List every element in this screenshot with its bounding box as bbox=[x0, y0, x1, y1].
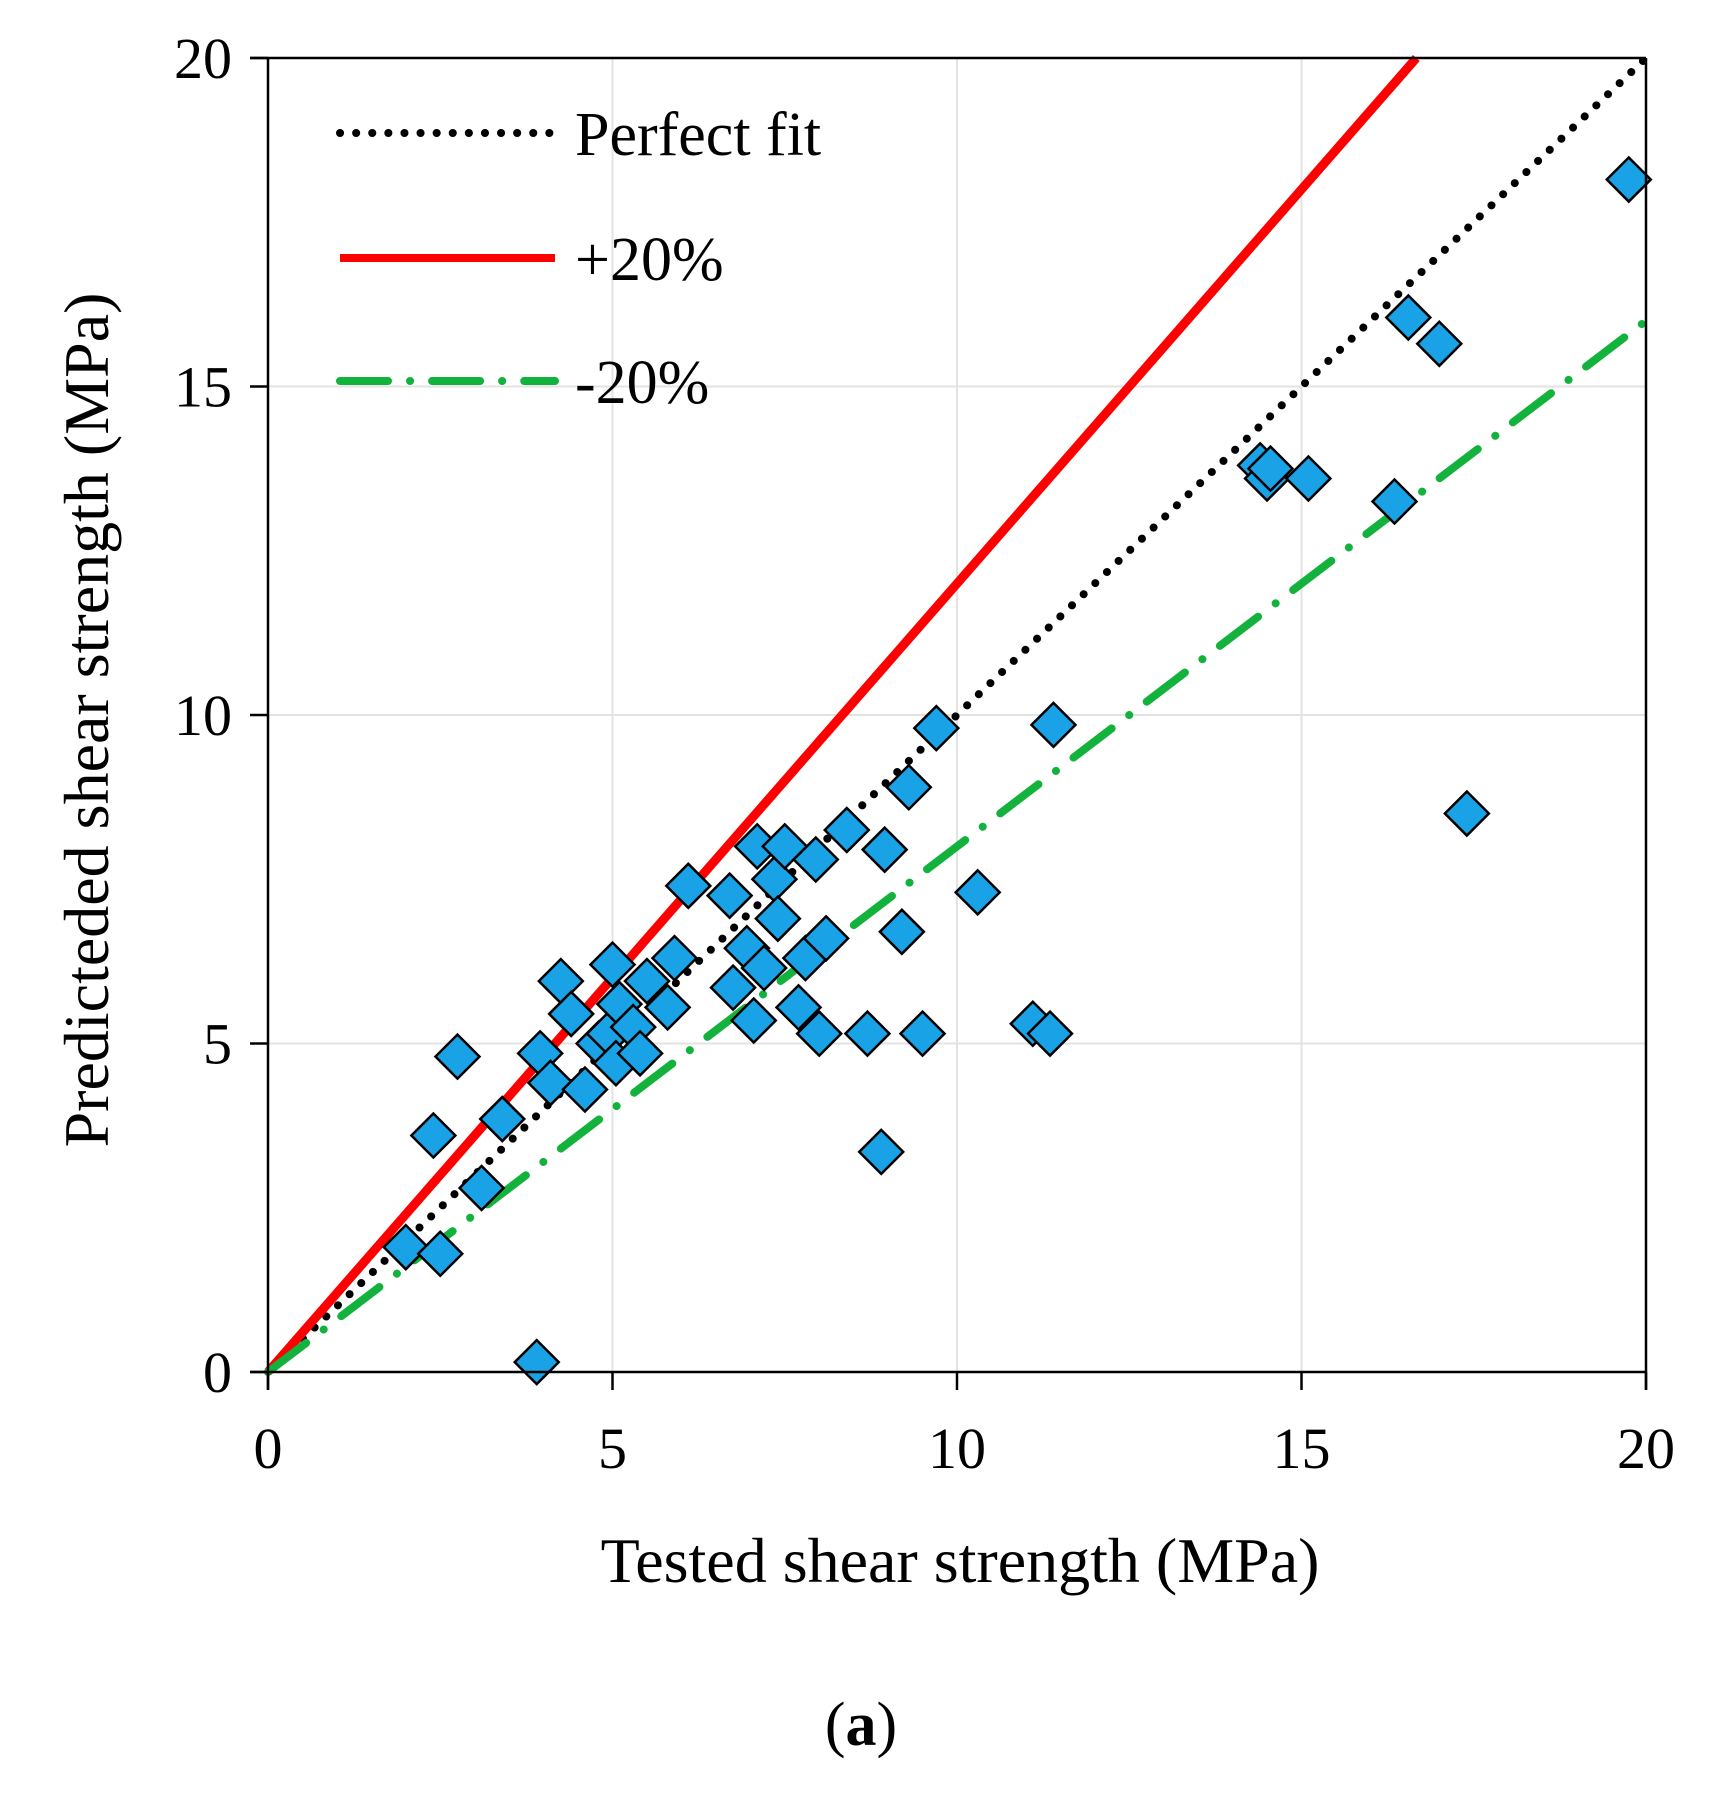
reference-line-0 bbox=[264, 54, 1650, 1376]
data-point-55 bbox=[1415, 320, 1464, 368]
data-point-42 bbox=[885, 763, 933, 812]
caption-close: ) bbox=[876, 1691, 898, 1759]
tick-labels: 0 5 10 15 20 0 5 10 15 20 bbox=[174, 26, 1675, 1481]
data-point-30 bbox=[754, 894, 802, 943]
data-point-44 bbox=[912, 704, 961, 752]
data-point-3 bbox=[433, 1032, 482, 1081]
data-point-6 bbox=[512, 1338, 561, 1386]
data-point-1 bbox=[409, 1111, 458, 1160]
data-point-10 bbox=[547, 990, 595, 1038]
x-axis-title: Tested shear strength (MPa) bbox=[601, 1525, 1320, 1596]
axes bbox=[250, 56, 1648, 1390]
data-point-21 bbox=[650, 934, 699, 982]
data-points bbox=[382, 155, 1653, 1386]
data-point-43 bbox=[898, 1009, 947, 1058]
data-point-20 bbox=[643, 983, 692, 1032]
legend-label-plus-20: +20% bbox=[575, 226, 724, 294]
data-point-32 bbox=[774, 983, 823, 1032]
data-point-28 bbox=[740, 944, 788, 992]
y-tick-label-3: 15 bbox=[174, 355, 232, 420]
y-tick-label-1: 5 bbox=[203, 1012, 232, 1077]
y-tick-label-0: 0 bbox=[203, 1340, 232, 1405]
legend-label-minus-20: -20% bbox=[575, 349, 709, 417]
data-point-54 bbox=[1384, 293, 1433, 342]
caption-letter: a bbox=[845, 1691, 877, 1759]
reference-lines bbox=[264, 54, 1650, 1376]
legend-label-perfect-fit: Perfect fit bbox=[575, 101, 821, 169]
data-point-34 bbox=[791, 835, 840, 884]
data-point-2 bbox=[416, 1229, 465, 1278]
x-tick-label-4: 20 bbox=[1617, 1416, 1675, 1481]
data-point-36 bbox=[802, 914, 850, 963]
data-point-47 bbox=[1026, 1009, 1074, 1058]
y-tick-label-2: 10 bbox=[174, 683, 232, 748]
data-point-11 bbox=[561, 1065, 609, 1114]
data-point-53 bbox=[1370, 477, 1419, 526]
x-tick-label-0: 0 bbox=[254, 1416, 283, 1481]
data-point-48 bbox=[1029, 701, 1078, 749]
data-point-0 bbox=[382, 1223, 430, 1271]
legend: Perfect fit +20% -20% bbox=[336, 101, 821, 417]
data-point-52 bbox=[1284, 454, 1333, 503]
reference-line-2 bbox=[264, 316, 1650, 1376]
data-point-18 bbox=[616, 1029, 664, 1078]
data-point-51 bbox=[1246, 444, 1295, 493]
data-point-57 bbox=[1605, 155, 1653, 204]
x-tick-label-1: 5 bbox=[598, 1416, 627, 1481]
data-point-39 bbox=[857, 1128, 905, 1176]
data-point-38 bbox=[843, 1009, 892, 1058]
data-point-24 bbox=[709, 963, 757, 1012]
data-point-4 bbox=[457, 1164, 506, 1212]
data-point-45 bbox=[953, 868, 1002, 917]
data-point-5 bbox=[478, 1095, 527, 1143]
y-tick-label-4: 20 bbox=[174, 26, 232, 91]
data-point-23 bbox=[705, 871, 754, 920]
data-point-40 bbox=[860, 825, 909, 874]
reference-line-1 bbox=[264, 55, 1420, 1375]
data-point-14 bbox=[588, 940, 637, 989]
data-point-19 bbox=[623, 957, 671, 1005]
x-tick-label-2: 10 bbox=[928, 1416, 986, 1481]
figure-caption: (a) bbox=[0, 1690, 1722, 1761]
caption-open: ( bbox=[824, 1691, 846, 1759]
y-axis-title: Predicteded shear strength (MPa) bbox=[51, 293, 122, 1148]
data-point-35 bbox=[795, 1009, 843, 1058]
data-point-37 bbox=[822, 806, 871, 854]
data-point-26 bbox=[729, 996, 778, 1045]
data-point-22 bbox=[664, 862, 713, 910]
data-point-56 bbox=[1443, 789, 1491, 838]
x-tick-label-3: 15 bbox=[1273, 1416, 1331, 1481]
data-point-8 bbox=[526, 1059, 575, 1107]
data-point-41 bbox=[878, 908, 926, 956]
